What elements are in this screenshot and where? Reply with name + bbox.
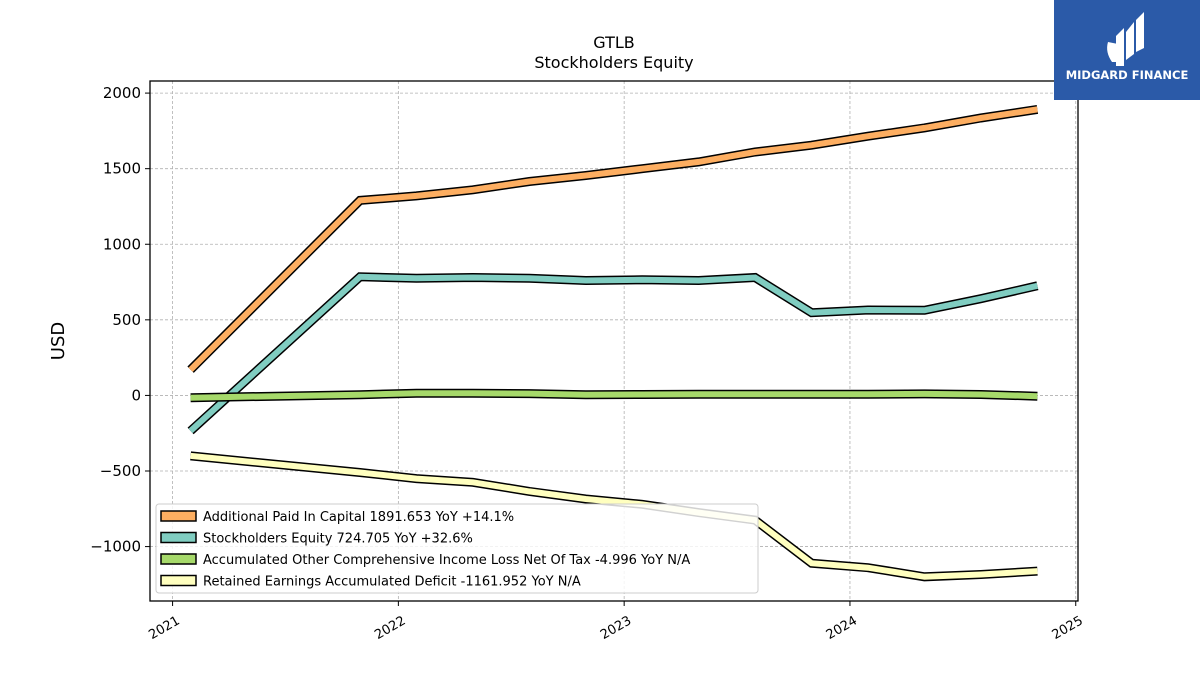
y-tick-label: 1500 bbox=[103, 160, 141, 178]
x-tick-label: 2025 bbox=[1050, 613, 1086, 643]
legend-swatch bbox=[160, 510, 197, 522]
legend-label: Accumulated Other Comprehensive Income L… bbox=[203, 553, 690, 568]
y-tick-label: −1000 bbox=[90, 538, 141, 556]
series-line-outline bbox=[187, 272, 1039, 435]
series-line bbox=[188, 106, 1038, 372]
chart-title: GTLB bbox=[593, 33, 635, 52]
midgard-logo-icon bbox=[1107, 12, 1144, 66]
x-tick-label: 2024 bbox=[824, 613, 860, 643]
legend-label: Additional Paid In Capital 1891.653 YoY … bbox=[203, 510, 514, 525]
series-line bbox=[190, 390, 1038, 401]
y-tick-label: 500 bbox=[112, 311, 141, 329]
legend-swatch bbox=[160, 531, 197, 544]
plot-frame bbox=[149, 80, 1079, 602]
y-tick-label: 1000 bbox=[103, 235, 141, 253]
logo-text: MIDGARD FINANCE bbox=[1065, 68, 1189, 82]
legend-label: Stockholders Equity 724.705 YoY +32.6% bbox=[203, 532, 473, 547]
x-tick-label: 2021 bbox=[146, 613, 182, 643]
y-tick-label: 2000 bbox=[103, 84, 141, 102]
chart-subtitle: Stockholders Equity bbox=[534, 53, 693, 72]
legend-swatch bbox=[160, 574, 197, 587]
y-tick-label: 0 bbox=[131, 386, 141, 404]
y-tick-label: −500 bbox=[100, 462, 141, 480]
midgard-finance-logo: MIDGARD FINANCE bbox=[1054, 0, 1200, 100]
x-tick-label: 2023 bbox=[598, 613, 634, 643]
y-axis-label: USD bbox=[48, 322, 69, 360]
x-tick-label: 2022 bbox=[372, 613, 408, 643]
series-line bbox=[188, 273, 1039, 434]
legend-swatch bbox=[160, 553, 197, 565]
legend-label: Retained Earnings Accumulated Deficit -1… bbox=[203, 575, 581, 590]
legend: Additional Paid In Capital 1891.653 YoY … bbox=[155, 503, 759, 594]
legend-box bbox=[155, 503, 759, 594]
